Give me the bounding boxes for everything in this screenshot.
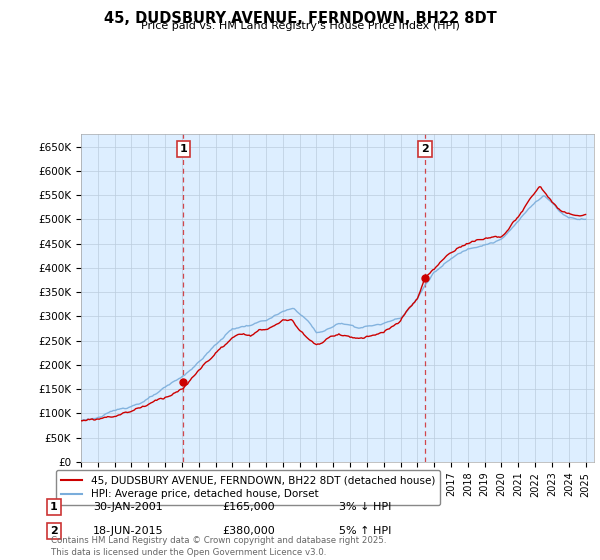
Text: £380,000: £380,000 [222,526,275,536]
Text: Price paid vs. HM Land Registry's House Price Index (HPI): Price paid vs. HM Land Registry's House … [140,21,460,31]
Text: Contains HM Land Registry data © Crown copyright and database right 2025.
This d: Contains HM Land Registry data © Crown c… [51,536,386,557]
Text: £165,000: £165,000 [222,502,275,512]
Text: 2: 2 [50,526,58,536]
Text: 2: 2 [421,144,429,154]
Text: 1: 1 [179,144,187,154]
Text: 18-JUN-2015: 18-JUN-2015 [93,526,164,536]
Text: 3% ↓ HPI: 3% ↓ HPI [339,502,391,512]
Text: 45, DUDSBURY AVENUE, FERNDOWN, BH22 8DT: 45, DUDSBURY AVENUE, FERNDOWN, BH22 8DT [104,11,496,26]
Legend: 45, DUDSBURY AVENUE, FERNDOWN, BH22 8DT (detached house), HPI: Average price, de: 45, DUDSBURY AVENUE, FERNDOWN, BH22 8DT … [56,470,440,505]
Text: 5% ↑ HPI: 5% ↑ HPI [339,526,391,536]
Text: 1: 1 [50,502,58,512]
Text: 30-JAN-2001: 30-JAN-2001 [93,502,163,512]
